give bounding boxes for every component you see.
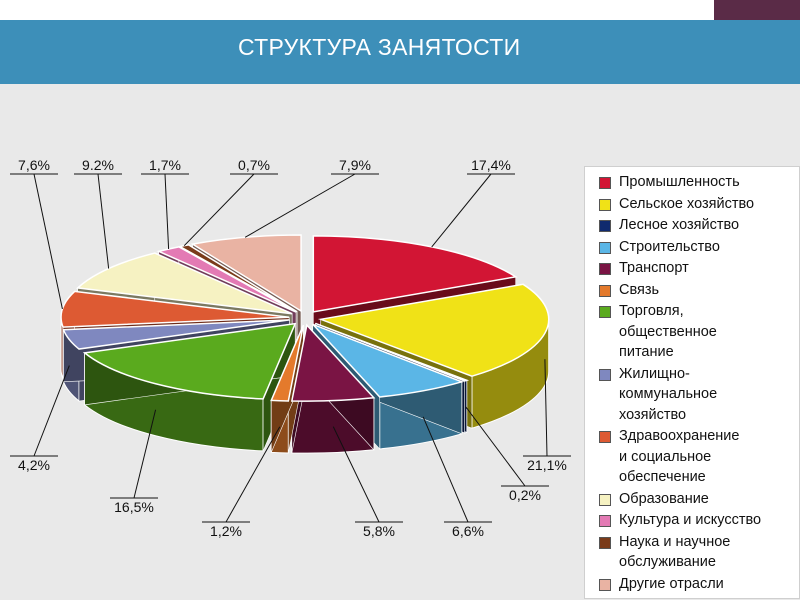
slice-value-label: 1,2% (210, 523, 242, 539)
slice-value-label: 1,7% (149, 157, 181, 173)
pie-slice-top (82, 322, 297, 400)
legend-label: Лесное хозяйство (619, 217, 740, 233)
corner-accent (714, 0, 800, 20)
pie-slices (60, 234, 550, 454)
legend-item: Здравоохранение и социальное обеспечение (585, 425, 799, 488)
legend-item: Жилищно- коммунальное хозяйство (585, 363, 799, 426)
chart-panel: 17,4% 21,1% 0,2% 6,6% 5,8% 1,2% 16,5% 4,2% 7,6% 9… (0, 84, 800, 600)
legend-item: Наука и научное обслуживание (585, 531, 799, 573)
legend-swatch (599, 198, 611, 211)
legend-label: Транспорт (619, 260, 689, 276)
legend-swatch (599, 536, 611, 549)
leader-line (164, 173, 170, 250)
legend-label: Жилищно- коммунальное хозяйство (619, 365, 718, 423)
legend-item: Торговля, общественное питание (585, 300, 799, 363)
legend-swatch (599, 177, 611, 189)
slide-header: СТРУКТУРА ЗАНЯТОСТИ (0, 20, 800, 84)
legend-label: Торговля, общественное питание (619, 303, 717, 360)
leader-line (422, 416, 469, 523)
legend-item: Другие отрасли (585, 573, 799, 595)
slide-title: СТРУКТУРА ЗАНЯТОСТИ (238, 34, 521, 60)
legend-label: Культура и искусство (619, 512, 762, 528)
chart-legend: Промышленность Сельское хозяйство Лесное х… (584, 166, 800, 599)
slice-value-label: 6,6% (452, 523, 484, 539)
leader-line (431, 173, 492, 248)
legend-swatch (599, 578, 611, 591)
leader-line (33, 365, 70, 457)
pie-slice-top (312, 323, 465, 398)
legend-label: Промышленность (619, 174, 740, 190)
percentage-labels: 17,4% 21,1% 0,2% 6,6% 5,8% 1,2% 16,5% 4,2% 7,6% 9… (10, 157, 571, 539)
legend-item: Связь (585, 279, 799, 301)
leader-line (183, 173, 255, 247)
legend-label: Наука и научное обслуживание (619, 533, 731, 571)
slice-value-label: 7,9% (339, 157, 371, 173)
leader-line (133, 409, 157, 499)
pie-slice-top (315, 322, 470, 382)
pie-slice-top (177, 244, 298, 313)
legend-item: Лесное хозяйство (585, 214, 799, 236)
legend-item: Строительство (585, 236, 799, 258)
leader-line (225, 426, 281, 523)
legend-item: Культура и искусство (585, 509, 799, 531)
legend-item: Транспорт (585, 257, 799, 279)
legend-label: Строительство (619, 238, 720, 255)
pie-slice-top (270, 324, 305, 402)
leader-line (544, 359, 548, 457)
legend-swatch (599, 515, 611, 527)
legend-swatch (599, 263, 611, 275)
legend-item: Сельское хозяйство (585, 193, 799, 215)
legend-label: Связь (619, 281, 660, 298)
slice-value-label: 17,4% (471, 157, 511, 173)
legend-label: Здравоохранение и социальное обеспечение (619, 428, 740, 485)
pie-slice-top (156, 246, 297, 313)
legend-item: Образование (585, 488, 799, 510)
slice-value-label: 21,1% (527, 457, 567, 473)
legend-swatch (599, 368, 611, 381)
employment-pie-chart: 17,4% 21,1% 0,2% 6,6% 5,8% 1,2% 16,5% 4,2% 7,6% 9… (10, 157, 571, 539)
leader-line (244, 173, 356, 238)
slice-value-label: 5,8% (363, 523, 395, 539)
leader-line (332, 426, 380, 523)
legend-swatch (599, 493, 611, 506)
pie-slice-top (75, 252, 293, 315)
slice-value-label: 4,2% (18, 457, 50, 473)
pie-slice-top (62, 319, 290, 350)
legend-swatch (599, 431, 611, 443)
legend-swatch (599, 220, 611, 232)
leader-line (33, 173, 63, 310)
legend-swatch (599, 306, 611, 318)
slice-value-label: 7,6% (18, 157, 50, 173)
legend-item: Промышленность (585, 171, 799, 193)
legend-label: Другие отрасли (619, 575, 724, 592)
slice-value-label: 0,2% (509, 487, 541, 503)
leader-line (465, 406, 526, 487)
slice-value-label: 9.2% (82, 157, 114, 173)
pie-slice-top (60, 290, 290, 328)
legend-label: Образование (619, 490, 709, 507)
legend-swatch (599, 241, 611, 254)
legend-label: Сельское хозяйство (619, 195, 755, 212)
pie-slice-top (290, 323, 376, 402)
legend-swatch (599, 284, 611, 297)
pie-slice-top (317, 283, 550, 377)
slice-value-label: 0,7% (238, 157, 270, 173)
slice-value-label: 16,5% (114, 499, 154, 515)
leader-line (97, 173, 110, 269)
